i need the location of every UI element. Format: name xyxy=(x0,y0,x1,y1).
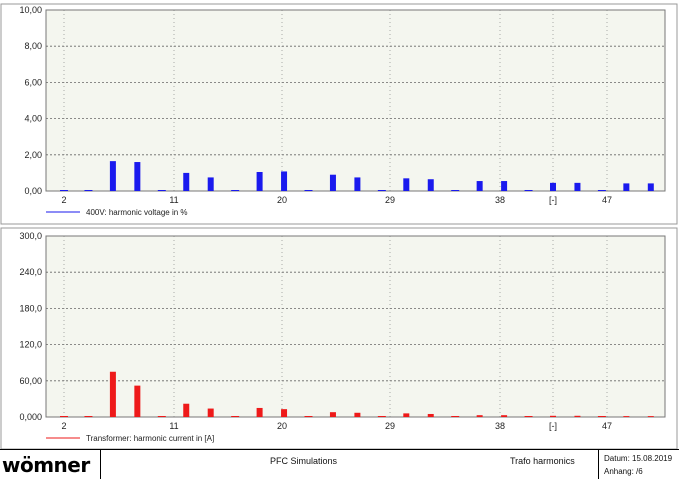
x-tick-label: 20 xyxy=(277,195,287,205)
x-tick-label: 38 xyxy=(495,195,505,205)
bar-current xyxy=(183,403,190,417)
x-tick-label: 20 xyxy=(277,421,287,431)
y-tick-label: 0,000 xyxy=(19,412,42,422)
bar-voltage xyxy=(403,178,410,191)
bar-current xyxy=(550,415,556,417)
y-tick-label: 240,0 xyxy=(19,267,42,277)
bar-current xyxy=(109,371,116,417)
y-tick-label: 120,0 xyxy=(19,340,42,350)
bar-voltage xyxy=(574,182,581,191)
x-tick-label: 47 xyxy=(602,195,612,205)
bar-current xyxy=(403,413,410,417)
bar-current xyxy=(329,412,336,417)
y-tick-label: 2,00 xyxy=(24,150,42,160)
y-tick-label: 8,00 xyxy=(24,41,42,51)
plot-area-current xyxy=(45,235,666,418)
x-tick-label: 2 xyxy=(61,421,66,431)
bar-voltage xyxy=(550,182,556,191)
legend-label-current: Transformer: harmonic current in [A] xyxy=(86,434,214,443)
x-tick-label: 47 xyxy=(602,421,612,431)
footer-date: Datum: 15.08.2019 xyxy=(604,454,673,463)
bar-current xyxy=(134,385,141,417)
y-tick-label: 4,00 xyxy=(24,114,42,124)
charts-canvas: 0,00 2,00 4,00 6,00 8,00 10,00 2 11 20 29 38 [-] 47 4… xyxy=(0,3,678,449)
bar-voltage xyxy=(329,174,336,191)
bar-voltage xyxy=(109,161,116,191)
x-tick-label: [-] xyxy=(549,195,557,205)
x-tick-label: 11 xyxy=(169,195,178,205)
x-tick-label: 2 xyxy=(61,195,66,205)
footer-divider xyxy=(598,450,599,479)
bar-voltage xyxy=(647,183,654,191)
footer-subtitle: Trafo harmonics xyxy=(510,456,575,466)
bar-voltage xyxy=(256,171,263,191)
bar-current xyxy=(647,416,654,417)
x-tick-label: 29 xyxy=(385,421,395,431)
bar-current xyxy=(574,415,581,417)
footer-attachment: Anhang: /6 xyxy=(604,467,643,476)
bar-voltage xyxy=(427,179,434,191)
bar-voltage xyxy=(354,177,361,191)
x-tick-label: 38 xyxy=(495,421,505,431)
bar-voltage xyxy=(134,162,141,191)
x-tick-label: 29 xyxy=(385,195,395,205)
bar-current xyxy=(207,408,214,417)
bar-voltage xyxy=(501,181,508,191)
y-tick-label: 6,00 xyxy=(24,77,42,87)
bar-current xyxy=(623,416,630,417)
x-tick-label: [-] xyxy=(549,421,557,431)
y-tick-label: 10,00 xyxy=(19,5,42,15)
y-tick-label: 0,00 xyxy=(24,186,42,196)
bar-voltage xyxy=(281,171,288,191)
bar-current xyxy=(427,413,434,417)
y-tick-label: 180,0 xyxy=(19,303,42,313)
bar-voltage xyxy=(623,183,630,191)
bar-current xyxy=(281,409,288,417)
x-tick-label: 11 xyxy=(169,421,178,431)
company-logo: wömner xyxy=(2,453,90,477)
y-tick-label: 60,00 xyxy=(19,376,42,386)
bar-voltage xyxy=(476,181,483,191)
y-tick-label: 300,0 xyxy=(19,231,42,241)
bar-voltage xyxy=(183,172,190,191)
bar-current xyxy=(501,415,508,417)
footer-bar: wömner PFC Simulations Trafo harmonics D… xyxy=(0,449,679,479)
bar-current xyxy=(256,407,263,417)
plot-area-voltage xyxy=(45,9,666,192)
legend-label-voltage: 400V: harmonic voltage in % xyxy=(86,208,188,217)
footer-divider xyxy=(100,450,101,479)
footer-title: PFC Simulations xyxy=(270,456,338,466)
bar-current xyxy=(354,412,361,417)
bar-current xyxy=(476,415,483,417)
bar-voltage xyxy=(207,177,214,191)
